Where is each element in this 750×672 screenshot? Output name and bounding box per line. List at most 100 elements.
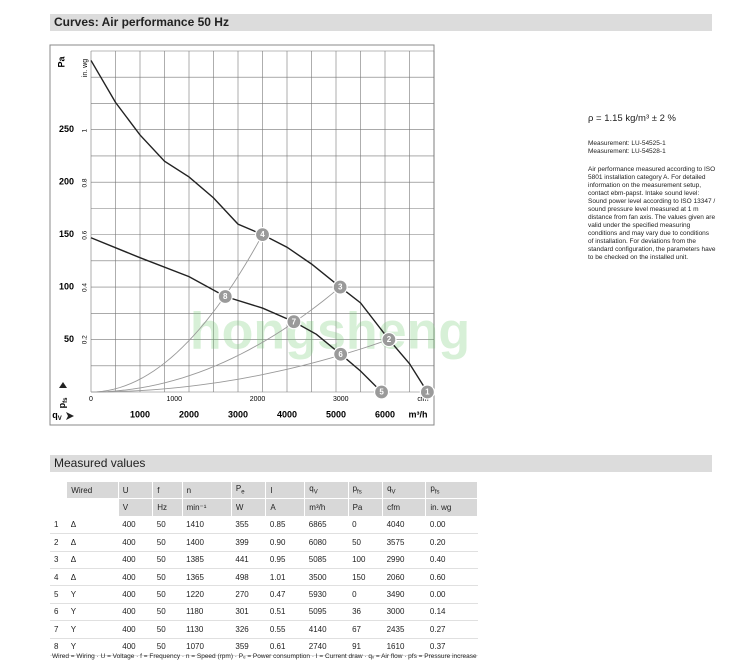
- header-sub: V: [391, 489, 396, 496]
- table-cell: 0.90: [265, 533, 305, 552]
- table-cell: 355: [231, 516, 266, 535]
- table-cell: 0.37: [425, 638, 478, 656]
- table-cell: 0.27: [425, 620, 478, 639]
- table-row: 7 Y 400 50 1130 326 0.55 4140 67 2435 0.27: [50, 620, 478, 639]
- table-cell: 50: [152, 568, 183, 587]
- operating-point: [217, 288, 233, 305]
- table-cell: 2740: [304, 638, 349, 656]
- table-cell: 50: [152, 620, 183, 639]
- table-cell: 8: [50, 638, 67, 656]
- table-cell: Δ: [66, 568, 119, 587]
- density-note: ρ = 1.15 kg/m³ ± 2 %: [588, 113, 676, 124]
- table-cell: 400: [118, 585, 153, 604]
- table-cell: 50: [152, 516, 183, 535]
- x-tick-label: 6000: [375, 409, 395, 419]
- table-cell: 1385: [182, 551, 232, 569]
- header-cell: V: [118, 498, 154, 517]
- table-cell: 6080: [304, 533, 349, 552]
- table-cell: 0.55: [265, 620, 305, 639]
- table-row: 6 Y 400 50 1180 301 0.51 5095 36 3000 0.14: [50, 603, 478, 622]
- x2-axis-label: cfm: [417, 396, 428, 403]
- header-text: q: [387, 484, 392, 494]
- table-cell: Δ: [66, 551, 119, 569]
- table-cell: 498: [231, 568, 266, 587]
- table-cell: 6: [50, 603, 67, 622]
- header-cell: cfm: [382, 498, 427, 517]
- operating-point: [381, 331, 397, 348]
- table-row: 8 Y 400 50 1070 359 0.61 2740 91 1610 0.37: [50, 638, 478, 656]
- y-tick-label: 50: [64, 334, 74, 344]
- table-cell: 1070: [182, 638, 232, 656]
- x2-tick-label: 3000: [333, 396, 349, 403]
- table-cell: 0: [348, 516, 383, 535]
- y-symbol-sub: fs: [63, 397, 69, 403]
- header-sub: fs: [434, 489, 440, 496]
- header-cell: in. wg: [425, 498, 478, 517]
- header-cell: n: [182, 482, 232, 500]
- table-cell: 0.40: [425, 551, 478, 569]
- measurement: Measurement: LU-54528-1: [588, 148, 666, 155]
- y2-tick-label: 0.6: [82, 230, 89, 239]
- table-cell: 0.00: [425, 516, 478, 535]
- point-label: 5: [379, 388, 384, 397]
- table-cell: 1180: [182, 603, 232, 622]
- x2-tick-label: 0: [89, 396, 93, 403]
- table-cell: 50: [152, 638, 183, 656]
- table-cell: 400: [118, 568, 153, 587]
- header-cell: W: [231, 498, 267, 517]
- header-cell: [66, 498, 119, 517]
- header-cell: pfs: [425, 482, 478, 500]
- table-cell: 1130: [182, 620, 232, 639]
- table-cell: 0.20: [425, 533, 478, 552]
- table-cell: Δ: [66, 516, 119, 535]
- table-cell: 1220: [182, 585, 232, 604]
- x-tick-label: 1000: [130, 409, 150, 419]
- x-symbol-main: q: [52, 410, 58, 420]
- table-cell: 3490: [382, 585, 426, 604]
- operating-point: [333, 346, 349, 362]
- table-cell: 50: [152, 551, 183, 569]
- table-cell: 0.47: [265, 585, 305, 604]
- header-cell: Wired: [66, 482, 119, 500]
- table-cell: 0.60: [425, 568, 478, 587]
- header-cell: I: [265, 482, 306, 500]
- table-cell: 50: [152, 585, 183, 604]
- point-label: 2: [387, 335, 392, 344]
- point-label: 1: [425, 388, 430, 397]
- header-text: q: [309, 484, 314, 494]
- table-cell: 0.51: [265, 603, 305, 622]
- table-cell: 400: [118, 603, 153, 622]
- table-cell: 3575: [382, 533, 426, 552]
- table-cell: 50: [152, 533, 183, 552]
- table-cell: 1400: [182, 533, 232, 552]
- header-sub: fs: [357, 489, 362, 496]
- x-tick-label: 4000: [277, 409, 297, 419]
- measurement-text: Air performance measured according to IS…: [588, 166, 716, 261]
- point-label: 6: [338, 350, 343, 359]
- header-text: P: [235, 484, 242, 494]
- table-cell: 400: [118, 620, 153, 639]
- table-row: 5 Y 400 50 1220 270 0.47 5930 0 3490 0.00: [50, 585, 478, 604]
- header-cell: min⁻¹: [182, 498, 232, 517]
- table-row: 1 Δ 400 50 1410 355 0.85 6865 0 4040 0.00: [50, 516, 478, 535]
- header-cell: A: [265, 498, 306, 517]
- y2-tick-label: 0.4: [82, 283, 89, 292]
- table-cell: 0.14: [425, 603, 478, 622]
- point-label: 4: [260, 230, 265, 239]
- header-cell: qV: [382, 482, 427, 500]
- table-cell: Y: [66, 585, 119, 604]
- performance-curve: [90, 237, 383, 393]
- table-cell: 3500: [304, 568, 349, 587]
- table-cell: 1: [50, 516, 67, 535]
- x-symbol: qV: [52, 410, 62, 421]
- y2-tick-label: 0.8: [82, 178, 89, 187]
- x-arrow: [66, 412, 74, 420]
- operating-point: [332, 279, 348, 295]
- table-cell: 0: [348, 585, 383, 604]
- y2-axis-label: in. wg: [82, 59, 89, 77]
- table-cell: 150: [348, 568, 383, 587]
- y-symbol: pfs: [57, 397, 68, 408]
- header-cell: f: [152, 482, 183, 500]
